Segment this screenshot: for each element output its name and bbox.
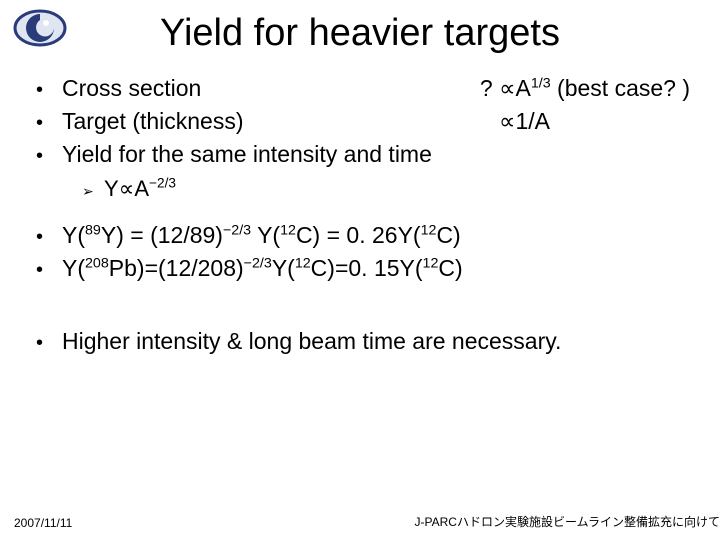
slide-body: Cross section ? ∝A1/3 (best case? ) Targ… — [0, 73, 720, 357]
bullet-higher-intensity: Higher intensity & long beam time are ne… — [36, 326, 690, 357]
bullet-text: Higher intensity & long beam time are ne… — [62, 326, 690, 357]
bullet-label: Cross section — [62, 73, 470, 104]
bullet-yield-same-intensity: Yield for the same intensity and time — [36, 139, 690, 170]
slide-title: Yield for heavier targets — [0, 0, 720, 73]
bullet-marker — [36, 143, 62, 170]
footer-date: 2007/11/11 — [14, 516, 72, 530]
bullet-y208: Y(208Pb)=(12/208)−2/3Y(12C)=0. 15Y(12C) — [36, 253, 690, 284]
bullet-target-thickness: Target (thickness) ∝1/A — [36, 106, 690, 137]
sub-bullet-marker — [82, 182, 104, 201]
slide-logo — [12, 8, 68, 48]
bullet-marker — [36, 224, 62, 251]
bullet-label: Target (thickness) — [62, 106, 489, 137]
bullet-cross-section: Cross section ? ∝A1/3 (best case? ) — [36, 73, 690, 104]
bullet-marker — [36, 110, 62, 137]
bullet-rhs: ∝1/A — [489, 106, 690, 137]
bullet-text: Y(208Pb)=(12/208)−2/3Y(12C)=0. 15Y(12C) — [62, 253, 690, 284]
bullet-text: Y(89Y) = (12/89)−2/3 Y(12C) = 0. 26Y(12C… — [62, 220, 690, 251]
sub-bullet-yproportional: Y∝A−2/3 — [82, 174, 690, 204]
bullet-label: Yield for the same intensity and time — [62, 139, 690, 170]
sub-bullet-text: Y∝A−2/3 — [104, 174, 176, 204]
bullet-marker — [36, 257, 62, 284]
bullet-rhs: ? ∝A1/3 (best case? ) — [470, 73, 690, 104]
bullet-marker — [36, 77, 62, 104]
footer-event: J-PARCハドロン実験施設ビームライン整備拡充に向けて — [415, 513, 720, 530]
bullet-y89: Y(89Y) = (12/89)−2/3 Y(12C) = 0. 26Y(12C… — [36, 220, 690, 251]
bullet-marker — [36, 330, 62, 357]
